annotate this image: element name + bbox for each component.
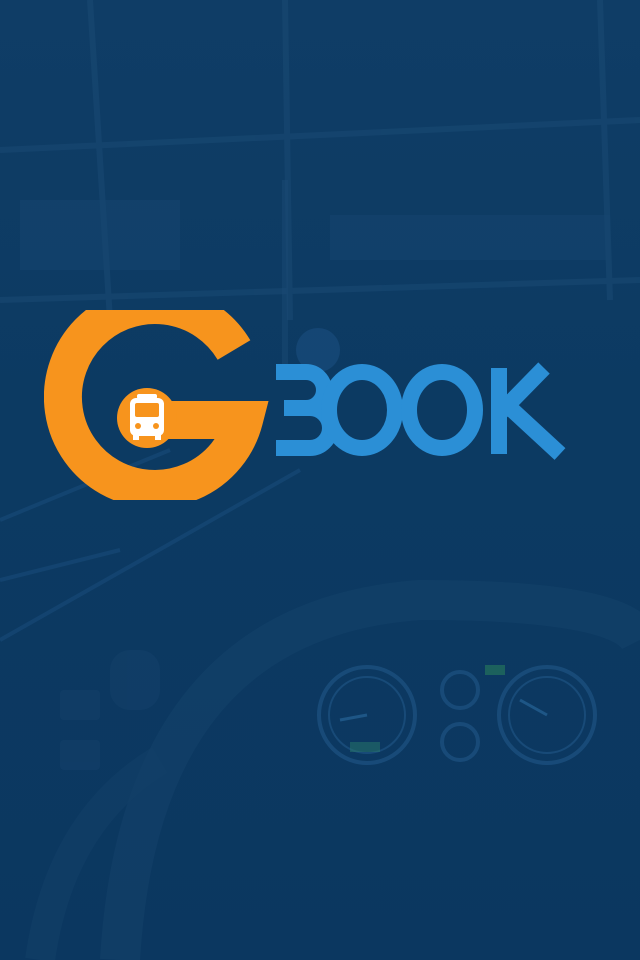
gbook-logo — [44, 310, 604, 500]
speedometer-gauge — [317, 665, 417, 765]
bus-icon — [117, 388, 177, 448]
book-wordmark — [276, 362, 566, 460]
g-ring-icon — [44, 310, 269, 500]
steering-wheel — [100, 579, 640, 960]
tachometer-gauge — [497, 665, 597, 765]
